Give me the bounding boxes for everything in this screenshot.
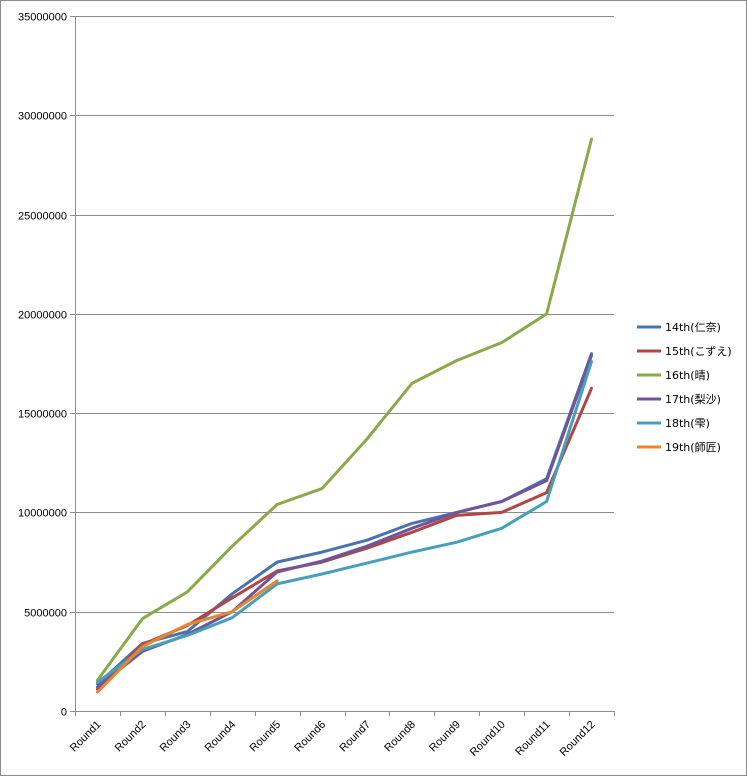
legend-entry: 14th(仁奈) — [637, 320, 721, 334]
x-tick-label: Round5 — [248, 719, 284, 755]
series-line — [96, 386, 593, 691]
x-tick-label: Round2 — [113, 719, 149, 755]
x-tick-label: Round9 — [427, 719, 463, 755]
y-tick-label: 10000000 — [18, 508, 67, 520]
y-tick-label: 30000000 — [18, 111, 67, 123]
legend-label: 16th(晴) — [665, 369, 710, 382]
series-line — [96, 579, 279, 694]
legend-entry: 15th(こずえ) — [637, 345, 732, 358]
legend-entry: 17th(梨沙) — [637, 392, 721, 406]
y-tick-label: 25000000 — [18, 211, 67, 223]
series-line — [96, 354, 593, 689]
x-tick-label: Round12 — [558, 719, 598, 759]
legend-label: 19th(師匠) — [665, 441, 721, 454]
legend: 14th(仁奈) 15th(こずえ) 16th(晴) 17th(梨沙) 18th(雫) 1… — [637, 320, 732, 454]
y-tick-label: 20000000 — [18, 310, 67, 322]
y-tick-label: 0 — [61, 707, 67, 719]
x-tick-label: Round10 — [468, 719, 508, 759]
legend-entry: 18th(雫) — [637, 417, 710, 430]
x-tick-label: Round11 — [513, 719, 552, 758]
legend-label: 18th(雫) — [665, 417, 710, 430]
x-tick-label: Round8 — [382, 719, 418, 755]
x-tick-label: Round1 — [68, 719, 104, 755]
x-axis-tick-labels: Round1 Round2 Round3 Round4 Round5 Round6 Roun… — [68, 719, 598, 759]
legend-entry: 19th(師匠) — [637, 441, 721, 454]
legend-label: 14th(仁奈) — [665, 320, 721, 334]
x-tick-label: Round7 — [337, 719, 373, 755]
legend-label: 17th(梨沙) — [665, 392, 721, 406]
series-line — [96, 360, 593, 684]
y-tick-label: 15000000 — [18, 409, 67, 421]
gridlines — [70, 16, 614, 712]
legend-entry: 16th(晴) — [637, 369, 710, 382]
x-tick-label: Round6 — [292, 719, 328, 755]
x-tick-label: Round3 — [158, 719, 194, 755]
x-tick-label: Round4 — [203, 719, 239, 755]
y-axis-tick-labels: 0 5000000 10000000 15000000 20000000 25000000… — [18, 12, 67, 719]
y-tick-label: 5000000 — [24, 608, 67, 620]
legend-label: 15th(こずえ) — [665, 345, 732, 358]
series-line — [96, 137, 593, 682]
y-tick-label: 35000000 — [18, 12, 67, 24]
series-lines — [96, 137, 593, 694]
axes — [75, 16, 615, 716]
